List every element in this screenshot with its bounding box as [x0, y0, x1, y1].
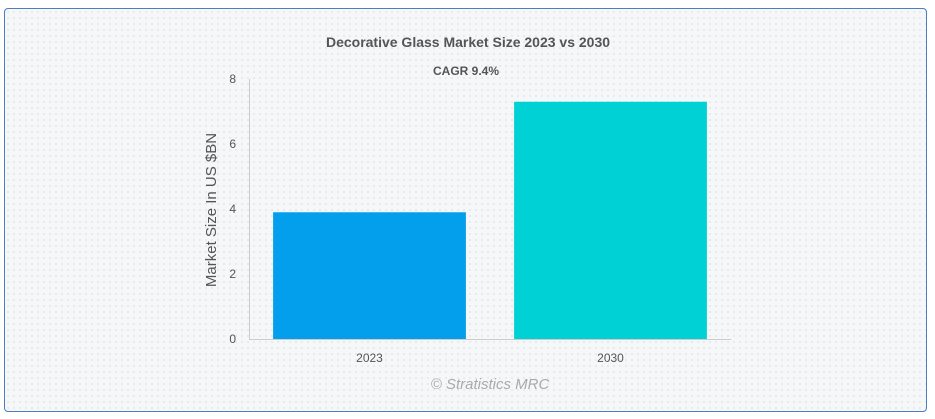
y-tick-label: 2	[229, 267, 236, 281]
y-tick-label: 6	[229, 137, 236, 151]
y-tick-label: 8	[229, 72, 236, 86]
x-axis-ticks: 2023 2030	[356, 351, 624, 365]
chart-title: Decorative Glass Market Size 2023 vs 203…	[326, 34, 610, 50]
y-tick-label: 0	[229, 332, 236, 346]
y-tick-label: 4	[229, 202, 236, 216]
y-axis-ticks: 0 2 4 6 8	[229, 72, 236, 346]
bar-2023	[273, 212, 466, 339]
y-axis-label: Market Size In US $BN	[203, 133, 220, 287]
chart-card	[4, 8, 927, 412]
bar-2030	[514, 101, 707, 339]
x-tick-label: 2023	[356, 351, 383, 365]
credit-text: © Stratistics MRC	[431, 376, 550, 393]
chart-subtitle: CAGR 9.4%	[433, 64, 499, 78]
x-tick-label: 2030	[597, 351, 624, 365]
bars	[273, 101, 707, 339]
